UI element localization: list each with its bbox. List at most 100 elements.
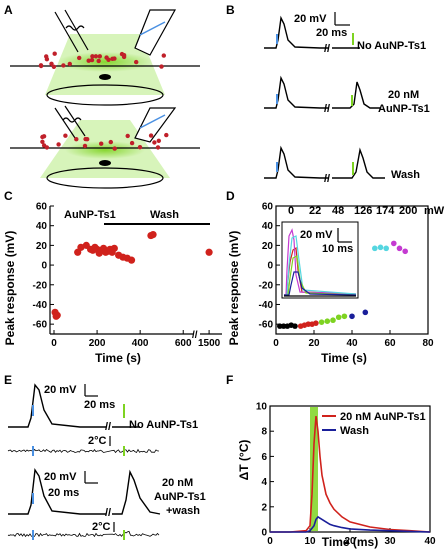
d-inset-scale-v: 20 mV: [300, 229, 333, 241]
nanoparticle: [63, 133, 68, 138]
nanoparticle: [77, 55, 82, 61]
c-axis-break: //: [192, 330, 198, 341]
nanoparticle: [112, 146, 117, 151]
d-inset-trace-200: [284, 228, 357, 296]
d-data-point: [362, 309, 369, 316]
electrode-wire-bottom: [139, 114, 166, 129]
e-cond-1: No AuNP-Ts1: [129, 419, 198, 431]
f-legend-label-0: 20 nM AuNP-Ts1: [340, 411, 426, 423]
nanoparticle: [41, 143, 47, 148]
f-xtick-label: 10: [304, 536, 316, 547]
light-glow-top: [57, 52, 153, 72]
d-legend-0: 0: [288, 205, 294, 217]
c-ytick-label: -60: [33, 320, 48, 331]
b-break-3: //: [324, 173, 330, 185]
panel-a-label: A: [4, 3, 13, 17]
e-cond-2-line1: 20 nM: [162, 477, 193, 489]
nanoparticles-bottom: [40, 132, 169, 151]
b-trace-wash-2: [332, 147, 385, 179]
d-legend-48: 48: [332, 205, 344, 217]
panel-a-schematic: [10, 9, 200, 189]
c-xtick-label: 200: [89, 338, 106, 349]
nanoparticle: [67, 61, 73, 67]
e-scale-v-2: 20 mV: [44, 471, 77, 483]
d-data-point: [349, 313, 355, 320]
nanoparticle: [125, 133, 130, 139]
c-ytick-label: 20: [36, 241, 48, 252]
e-temperature-trace-1: [7, 448, 160, 454]
b-trace-drug-2: [332, 81, 380, 109]
nanoparticle: [56, 142, 61, 147]
nanoparticle: [40, 139, 45, 144]
chart-f: Time (ms) ΔT (°C) 20 nM AuNP-Ts1 Wash 0 2 4…: [237, 402, 436, 550]
nanoparticles-top: [38, 51, 166, 70]
d-xtick-label: 0: [273, 338, 279, 349]
f-ylabel: ΔT (°C): [237, 440, 251, 481]
d-data-point: [330, 317, 336, 324]
chart-d: 0 22 48 126 174 200 mW 20 mV 10 ms Time (s) P…: [227, 202, 445, 366]
f-xtick-label: 30: [384, 536, 396, 547]
d-ytick-label: -60: [259, 320, 274, 331]
e-temp-scale-1: 2°C: [88, 435, 107, 447]
f-ytick-label: 0: [261, 528, 267, 539]
b-trace-no-drug-1: [264, 15, 328, 49]
b-cond-1: No AuNP-Ts1: [357, 40, 426, 52]
b-cond-3: Wash: [391, 169, 420, 181]
d-data-point: [318, 319, 325, 325]
e-scale-t-2: 20 ms: [48, 487, 79, 499]
e-cond-2-line3: +wash: [166, 505, 200, 517]
nanoparticle: [96, 58, 101, 64]
b-scale-v: 20 mV: [294, 13, 327, 25]
coil-bottom: [62, 117, 82, 123]
d-data-point: [324, 318, 331, 325]
c-ytick-label: 0: [41, 261, 47, 272]
nanoparticle: [89, 57, 95, 63]
d-ytick-label: 60: [262, 202, 274, 213]
d-legend-174: 174: [376, 205, 395, 217]
f-xlabel: Time (ms): [322, 535, 378, 549]
nanoparticle: [38, 63, 44, 69]
b-scale-t: 20 ms: [316, 27, 347, 39]
nanoparticle: [148, 133, 154, 138]
d-xtick-label: 40: [346, 338, 358, 349]
e-scale-v-1: 20 mV: [44, 384, 77, 396]
nanoparticle: [83, 136, 88, 142]
d-legend-22: 22: [309, 205, 321, 217]
panel-f-label: F: [226, 373, 233, 387]
c-xlabel: Time (s): [95, 351, 141, 365]
nanoparticle: [108, 139, 114, 145]
objective-bottom: [46, 167, 164, 189]
d-xtick-label: 80: [422, 338, 434, 349]
c-xtick-label: 600: [175, 338, 192, 349]
nanoparticle: [134, 59, 139, 65]
c-xtick-label: 0: [51, 338, 57, 349]
e-trace-no-drug-1: [8, 383, 106, 428]
e-trace-wash-1: [8, 468, 106, 515]
f-legend: 20 nM AuNP-Ts1 Wash: [322, 411, 426, 437]
nanoparticle: [90, 54, 95, 59]
f-laser-pulse: [310, 407, 318, 531]
b-cond-2-line2: AuNP-Ts1: [378, 103, 430, 115]
c-ytick-label: 60: [36, 202, 48, 213]
d-data-point: [383, 245, 390, 252]
f-series-line-0: [270, 415, 431, 533]
nanoparticle: [82, 143, 88, 149]
c-ytick-label: -40: [33, 300, 48, 311]
chart-c: AuNP-Ts1 Wash Time (s) Peak response (mV…: [3, 202, 222, 365]
c-data-point: [149, 230, 157, 239]
d-unit: mW: [424, 205, 445, 217]
c-ytick-label: -20: [33, 280, 48, 291]
d-data-point: [377, 244, 384, 251]
e-cond-2-line2: AuNP-Ts1: [154, 491, 206, 503]
c-ylabel: Peak response (mV): [3, 231, 17, 346]
objective-top: [46, 84, 164, 106]
coil-top: [65, 25, 85, 31]
panel-b-label: B: [226, 3, 235, 17]
nanoparticle: [137, 145, 143, 150]
c-data-point: [205, 248, 213, 256]
c-xtick-label: 400: [132, 338, 149, 349]
f-xtick-label: 0: [267, 536, 273, 547]
d-data-point: [396, 245, 403, 252]
f-ytick-label: 2: [261, 502, 267, 513]
